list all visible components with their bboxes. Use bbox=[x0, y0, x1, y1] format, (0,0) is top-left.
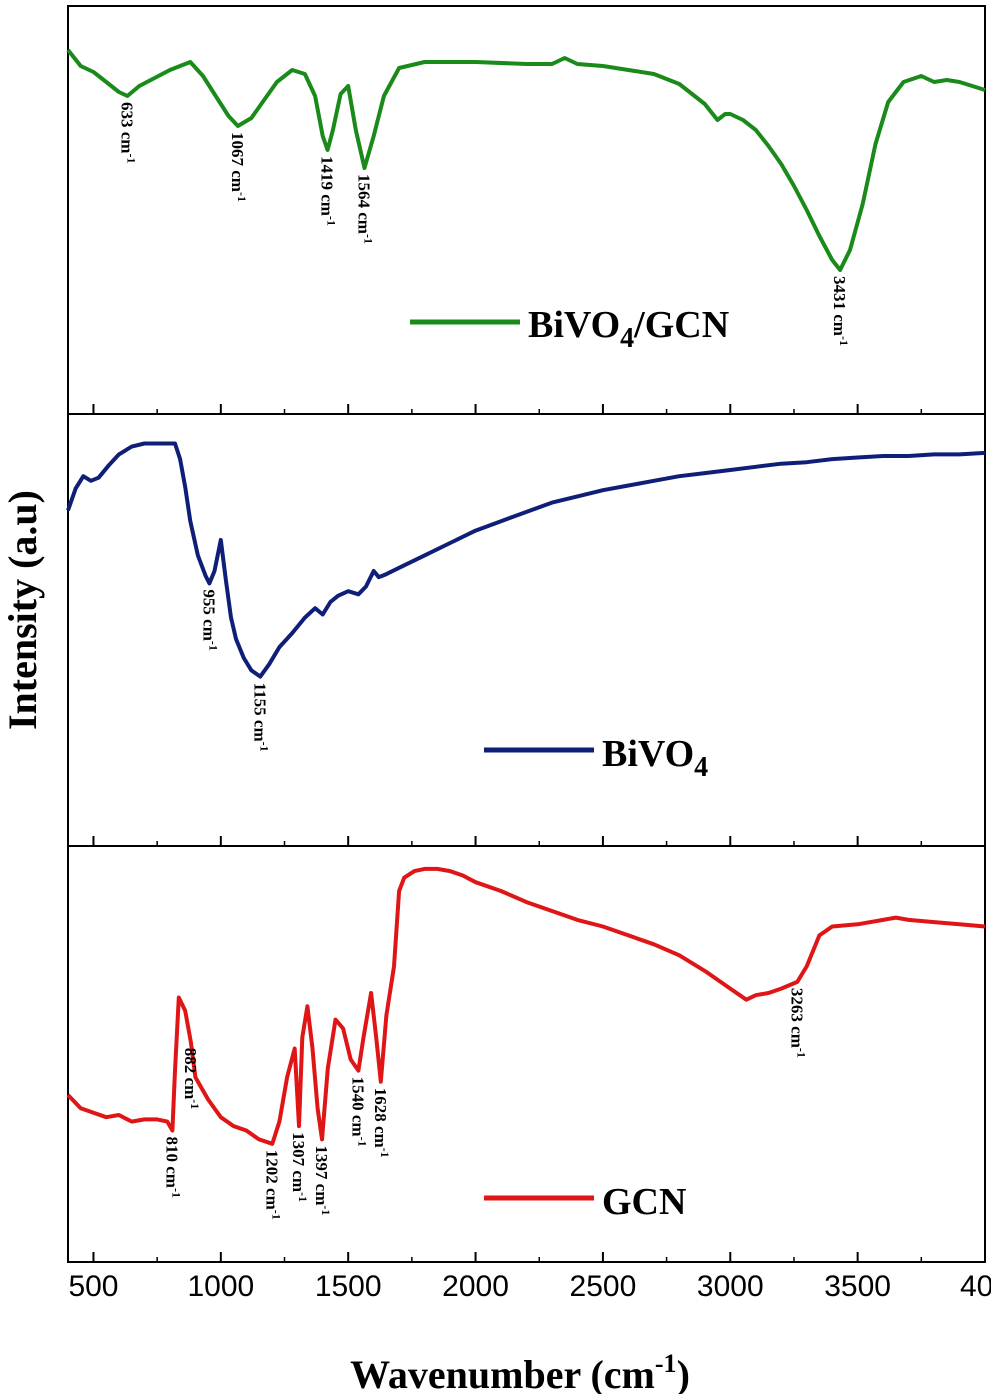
legend-name: BiVO bbox=[602, 733, 694, 775]
peak-label: 633 cm-1 bbox=[117, 102, 138, 163]
peak-label-sup: -1 bbox=[355, 1137, 369, 1147]
peak-label-text: 1564 cm bbox=[355, 174, 374, 234]
peak-label-text: 1202 cm bbox=[262, 1150, 281, 1210]
axis-titles: Intensity (a.u) Wavenumber (cm-1) bbox=[0, 490, 690, 1394]
x-tick-label: 1500 bbox=[315, 1270, 382, 1303]
legend-label: BiVO4 bbox=[602, 733, 708, 783]
peak-label-text: 1419 cm bbox=[318, 156, 337, 216]
peak-label-sup: -1 bbox=[362, 234, 376, 244]
peak-label-text: 882 cm bbox=[181, 1048, 200, 1099]
peak-label-sup: -1 bbox=[837, 336, 851, 346]
x-axis-ticks: 500 1000 1500 2000 2500 3000 3500 400 bbox=[68, 1270, 991, 1303]
x-tick-label: 400 bbox=[960, 1270, 991, 1303]
peak-label: 1628 cm-1 bbox=[371, 1088, 392, 1158]
peak-label: 1419 cm-1 bbox=[318, 156, 339, 226]
peak-label: 810 cm-1 bbox=[162, 1137, 183, 1198]
peak-label-sup: -1 bbox=[188, 1099, 202, 1109]
peak-label-text: 1540 cm bbox=[348, 1077, 367, 1137]
peak-label-sup: -1 bbox=[319, 1205, 333, 1215]
peak-label: 1155 cm-1 bbox=[250, 683, 271, 752]
peak-label-text: 955 cm bbox=[199, 589, 218, 640]
peak-label-sup: -1 bbox=[124, 153, 138, 163]
legend-name: GCN bbox=[602, 1181, 686, 1223]
legend-label: GCN bbox=[602, 1181, 686, 1223]
legend-label: BiVO4/GCN bbox=[528, 304, 729, 354]
peak-label: 1564 cm-1 bbox=[355, 174, 376, 244]
peak-label: 1307 cm-1 bbox=[289, 1132, 310, 1202]
peak-label-sup: -1 bbox=[378, 1148, 392, 1158]
legend-suffix: /GCN bbox=[633, 304, 729, 346]
peak-label-sup: -1 bbox=[257, 742, 271, 752]
panel-frame bbox=[67, 5, 986, 415]
peak-label: 1540 cm-1 bbox=[348, 1077, 369, 1147]
legend-subscript: 4 bbox=[620, 323, 634, 354]
peak-label-text: 1155 cm bbox=[250, 683, 269, 742]
x-tick-label: 3000 bbox=[697, 1270, 764, 1303]
peak-label: 955 cm-1 bbox=[199, 589, 220, 650]
series-line-3 bbox=[66, 866, 986, 1146]
series-line-2 bbox=[66, 441, 986, 679]
x-tick-label: 500 bbox=[68, 1270, 118, 1303]
series-lines bbox=[66, 48, 986, 1146]
series-line-1 bbox=[66, 48, 986, 272]
x-tick-label: 2500 bbox=[570, 1270, 637, 1303]
peak-label-sup: -1 bbox=[206, 641, 220, 651]
x-axis-title-main: Wavenumber (cm bbox=[350, 1352, 655, 1394]
x-axis-title-close: ) bbox=[677, 1352, 690, 1394]
x-axis-title-sup: -1 bbox=[655, 1349, 677, 1378]
y-axis-title: Intensity (a.u) bbox=[0, 490, 45, 730]
peak-label: 882 cm-1 bbox=[181, 1048, 202, 1109]
peak-label: 1067 cm-1 bbox=[228, 132, 249, 202]
peak-label-text: 1628 cm bbox=[371, 1088, 390, 1148]
x-tick-label: 2000 bbox=[442, 1270, 509, 1303]
peak-label-sup: -1 bbox=[235, 192, 249, 202]
legend-name: BiVO bbox=[528, 304, 620, 346]
plot-frames bbox=[67, 5, 986, 1263]
peak-label-sup: -1 bbox=[325, 216, 339, 226]
panel-frame bbox=[67, 845, 986, 1263]
peak-label-text: 1397 cm bbox=[312, 1145, 331, 1205]
x-tick-label: 1000 bbox=[187, 1270, 254, 1303]
x-tick-label: 3500 bbox=[824, 1270, 891, 1303]
peak-label: 1202 cm-1 bbox=[262, 1150, 283, 1220]
peak-label-text: 1307 cm bbox=[289, 1132, 308, 1192]
peak-label-text: 810 cm bbox=[162, 1137, 181, 1188]
peak-label: 3263 cm-1 bbox=[787, 988, 808, 1058]
peak-label-sup: -1 bbox=[269, 1210, 283, 1220]
peak-label-sup: -1 bbox=[296, 1192, 310, 1202]
peak-label-text: 1067 cm bbox=[228, 132, 247, 192]
peak-label: 3431 cm-1 bbox=[830, 276, 851, 346]
peak-label: 1397 cm-1 bbox=[312, 1145, 333, 1215]
peak-label-text: 3263 cm bbox=[787, 988, 806, 1048]
peak-label-text: 3431 cm bbox=[830, 276, 849, 336]
peak-annotations: 633 cm-1 1067 cm-1 1419 cm-1 1564 cm-13431 … bbox=[117, 102, 851, 1220]
peak-label-sup: -1 bbox=[169, 1188, 183, 1198]
legend-subscript: 4 bbox=[694, 752, 708, 783]
peak-label-text: 633 cm bbox=[117, 102, 136, 153]
peak-label-sup: -1 bbox=[794, 1048, 808, 1058]
x-axis-title: Wavenumber (cm-1) bbox=[350, 1349, 690, 1394]
